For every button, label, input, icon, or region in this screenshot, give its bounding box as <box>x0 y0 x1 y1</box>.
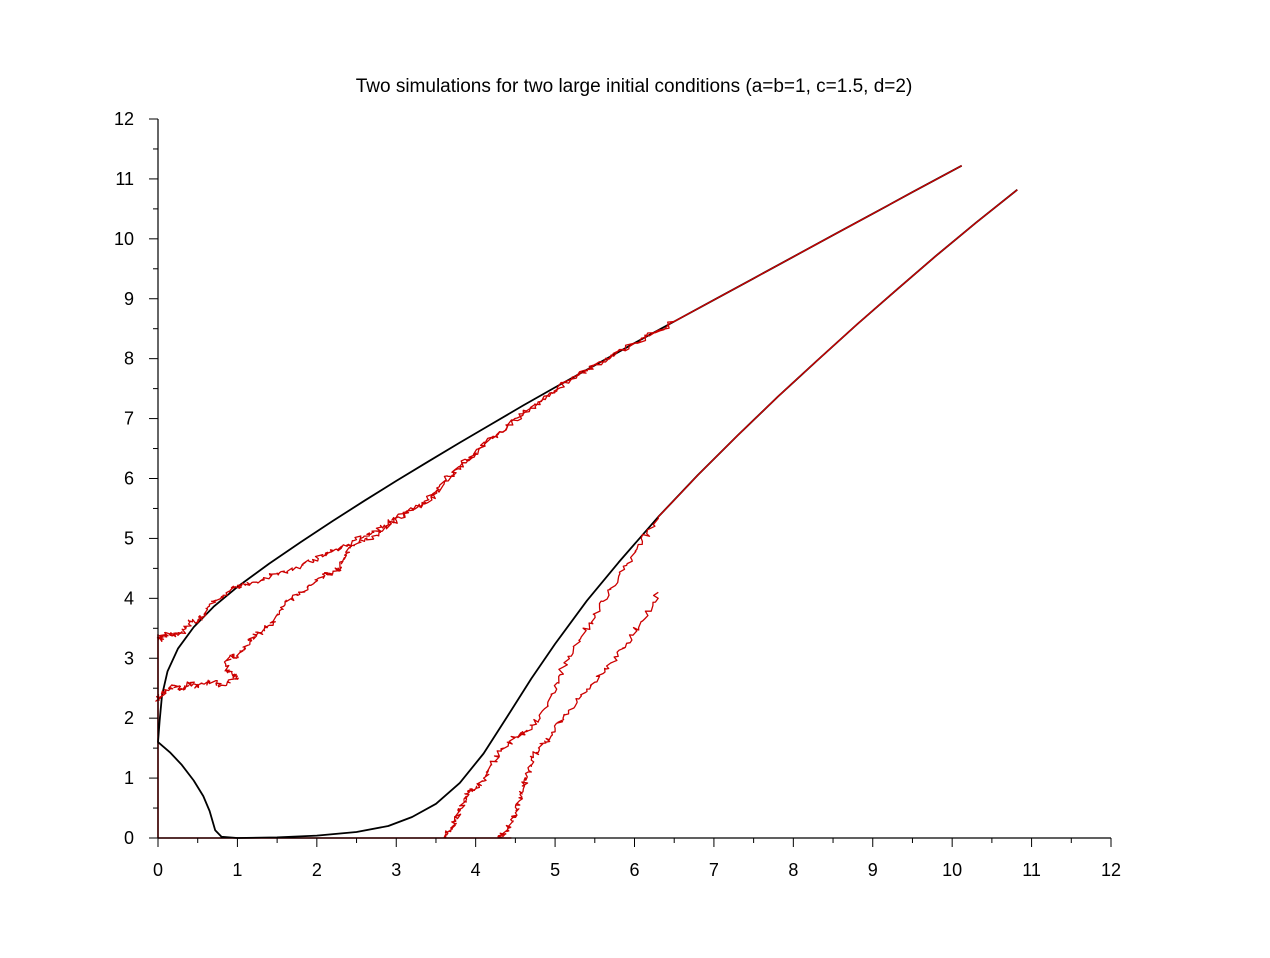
y-tick-label: 2 <box>124 708 134 728</box>
stochastic-trajectory-4 <box>155 320 675 702</box>
y-tick-label: 9 <box>124 289 134 309</box>
x-tick-label: 7 <box>709 860 719 880</box>
x-tick-label: 0 <box>153 860 163 880</box>
y-tick-label: 10 <box>114 229 134 249</box>
chart-title: Two simulations for two large initial co… <box>356 76 913 97</box>
x-tick-label: 5 <box>550 860 560 880</box>
x-tick-label: 11 <box>1022 860 1041 880</box>
y-tick-label: 11 <box>115 169 134 189</box>
stochastic-trajectory-3 <box>156 165 963 643</box>
x-tick-label: 1 <box>232 860 242 880</box>
y-tick-label: 4 <box>124 588 134 608</box>
y-tick-label: 6 <box>124 469 134 489</box>
y-tick-label: 12 <box>114 109 134 129</box>
x-tick-label: 10 <box>942 860 962 880</box>
x-tick-label: 3 <box>391 860 401 880</box>
y-tick-label: 8 <box>124 349 134 369</box>
deterministic-trajectory-1 <box>157 164 963 839</box>
y-tick-label: 7 <box>124 409 134 429</box>
stochastic-trajectory-6 <box>497 591 659 839</box>
y-tick-label: 5 <box>124 528 134 548</box>
x-tick-label: 9 <box>868 860 878 880</box>
plot-area <box>155 164 1018 839</box>
stochastic-trajectory-5 <box>443 189 1018 839</box>
y-tick-label: 0 <box>124 828 134 848</box>
x-tick-label: 2 <box>312 860 322 880</box>
x-tick-label: 12 <box>1101 860 1121 880</box>
x-tick-label: 4 <box>471 860 481 880</box>
y-tick-label: 1 <box>124 768 134 788</box>
x-tick-label: 8 <box>788 860 798 880</box>
y-tick-label: 3 <box>124 648 134 668</box>
x-tick-label: 6 <box>629 860 639 880</box>
